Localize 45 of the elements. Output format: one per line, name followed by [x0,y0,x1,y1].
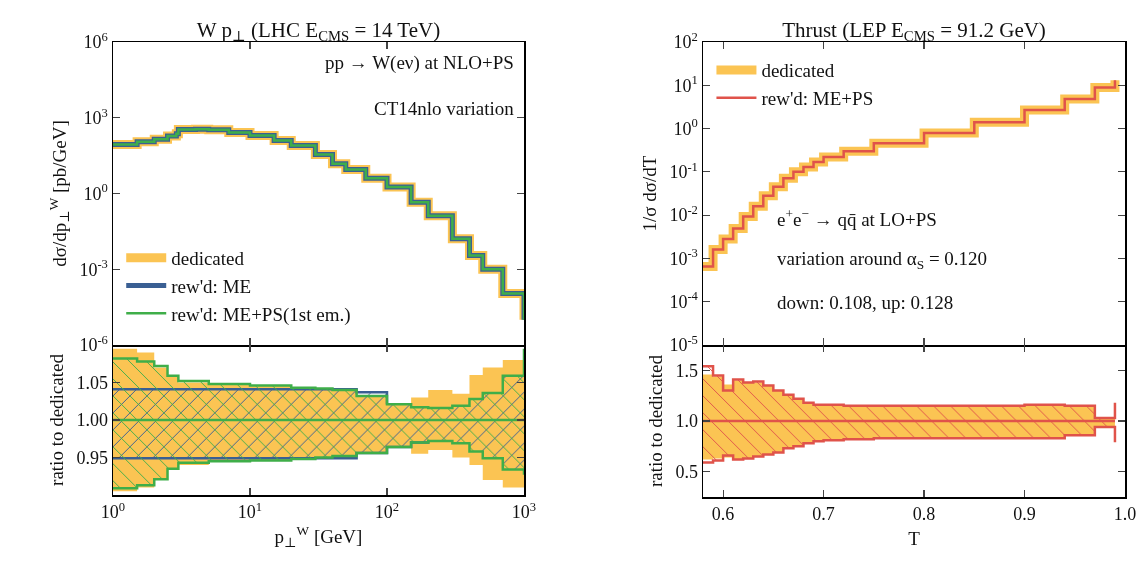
legend-label: rew'd: ME [171,275,252,297]
y-axis-title: ratio to dedicated [644,354,666,487]
annotation: e$^{+}$e$^{−}$ → qq̄ at LO+PS [777,206,937,230]
x-tick-label: 10$^{1}$ [237,499,263,523]
legend-label: dedicated [761,60,835,82]
legend-label: rew'd: ME+PS [761,88,874,110]
y-tick-label: 10$^{-2}$ [669,202,698,226]
x-tick-label: 0.6 [711,504,735,525]
chart-title: Thrust (LEP E$_{CMS}$ = 91.2 GeV) [782,17,1046,45]
y-tick-label: 10$^{3}$ [83,105,108,129]
y-tick-label: 10$^{-6}$ [79,332,108,356]
y-tick-label: 10$^{-1}$ [669,159,698,183]
y-tick-label: 0.95 [76,447,108,468]
y-tick-label: 10$^{0}$ [673,116,698,139]
y-tick-label: 10$^{-5}$ [669,332,698,356]
y-tick-label: 10$^{-3}$ [669,246,698,269]
y-axis-title: 1/σ dσ/dT [638,155,660,232]
y-tick-label: 10$^{1}$ [673,73,698,96]
y-tick-label: 10$^{-3}$ [79,256,108,280]
y-tick-label: 10$^{0}$ [83,181,108,204]
x-tick-label: 10$^{2}$ [374,499,400,523]
y-tick-label: 1.05 [76,372,108,393]
annotation: CT14nlo variation [374,98,515,119]
chart-title: W p$_{⊥}$ (LHC E$_{CMS}$ = 14 TeV) [196,17,441,45]
x-tick-label: 10$^{3}$ [511,499,537,523]
y-tick-label: 1.00 [76,410,108,431]
y-axis-title: ratio to dedicated [45,353,67,486]
x-tick-label: 1.0 [1113,504,1137,525]
y-tick-label: 10$^{-4}$ [669,289,699,313]
x-tick-label: 0.8 [912,504,936,525]
annotation: pp → W(eν) at NLO+PS [325,52,514,74]
legend-label: rew'd: ME+PS(1st em.) [171,303,351,326]
y-tick-label: 1.5 [675,360,698,381]
annotation: variation around α$_{S}$ = 0.120 [777,248,988,272]
y-tick-label: 1.0 [675,411,698,432]
y-tick-label: 10$^{2}$ [673,29,698,53]
x-tick-label: 0.7 [812,504,835,525]
x-tick-label: 10$^{0}$ [100,499,126,523]
x-tick-label: 0.9 [1013,504,1036,525]
annotation: down: 0.108, up: 0.128 [777,292,954,313]
x-axis-title: T [908,527,921,549]
y-tick-label: 10$^{6}$ [83,29,108,53]
legend-label: dedicated [171,248,245,270]
y-tick-label: 0.5 [675,461,698,482]
x-axis-title: p$_{⊥}$$^{W}$ [GeV] [274,522,363,550]
